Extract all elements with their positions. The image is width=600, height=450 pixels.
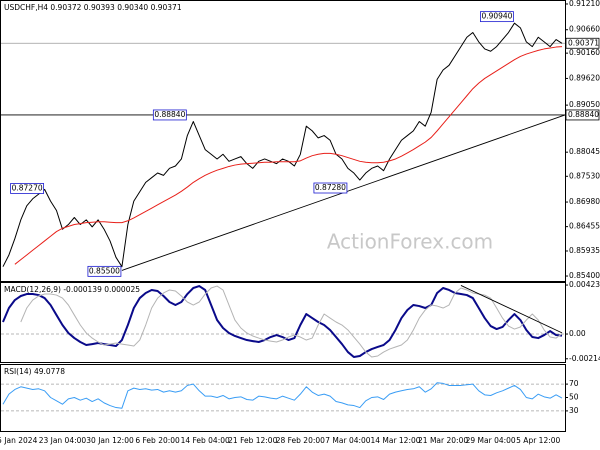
x-tick-label: 21 Feb 12:00 [228, 436, 277, 445]
y-tick-label: 0.86455 [569, 222, 600, 231]
annotation-label: 0.90940 [481, 12, 512, 21]
annotation-box [480, 11, 514, 23]
x-tick-label: 14 Mar 12:00 [370, 436, 420, 445]
y-tick-label: 0.90160 [569, 48, 600, 57]
panel-title: RSI(14) 49.0778 [4, 367, 65, 376]
panel-frame [0, 282, 566, 363]
price-tag [565, 37, 600, 49]
x-tick-label: 30 Jan 12:00 [86, 436, 134, 445]
y-tick-label: 0.86980 [569, 197, 600, 206]
annotation-box [152, 109, 187, 121]
y-tick-label: 0.004237 [569, 280, 600, 289]
annotation-label: 0.87280 [315, 183, 346, 192]
y-tick-label: -0.002142 [569, 354, 600, 363]
series-line [14, 46, 563, 265]
price-tag [565, 109, 600, 121]
x-tick-label: 21 Mar 20:00 [418, 436, 468, 445]
y-tick-label: 0.00 [569, 329, 586, 338]
annotation-box [313, 182, 348, 194]
annotation-label: 0.85500 [89, 266, 120, 275]
annotation-box [87, 265, 122, 277]
series-line [20, 285, 563, 358]
x-tick-label: 14 Feb 04:00 [181, 436, 230, 445]
panel-title: MACD(12,26,9) -0.000139 0.000025 [4, 285, 140, 294]
panel-title: USDCHF,H4 0.90372 0.90393 0.90340 0.9037… [4, 3, 182, 12]
y-tick-label: 30 [569, 406, 579, 415]
y-tick-label: 50 [569, 393, 579, 402]
y-tick-label: 0.90660 [569, 25, 600, 34]
y-tick-label: 0.87530 [569, 171, 600, 180]
annotation-box [10, 183, 45, 194]
annotation-label: 0.88840 [154, 110, 185, 119]
x-tick-label: 28 Feb 20:00 [276, 436, 325, 445]
x-tick-label: 15 Jan 2024 [0, 436, 38, 445]
x-tick-label: 6 Feb 20:00 [135, 436, 180, 445]
y-tick-label: 0.85935 [569, 246, 600, 255]
y-tick-label: 0.89620 [569, 73, 600, 82]
x-tick-label: 5 Apr 12:00 [516, 436, 560, 445]
x-tick-label: 29 Mar 04:00 [466, 436, 516, 445]
y-tick-label: 0.85400 [569, 271, 600, 280]
watermark: ActionForex.com [327, 230, 493, 254]
series-line [2, 382, 563, 409]
price-tag-label: 0.88840 [568, 110, 599, 119]
x-tick-label: 7 Mar 04:00 [325, 436, 371, 445]
price-tag-label: 0.90371 [568, 38, 599, 47]
y-tick-label: 0.91210 [569, 0, 600, 8]
y-tick-label: 0.89050 [569, 100, 600, 109]
panel-frame [0, 0, 566, 282]
y-tick-label: 0.88045 [569, 147, 600, 156]
series-line [2, 285, 563, 359]
y-tick-label: 70 [569, 379, 579, 388]
x-tick-label: 23 Jan 04:00 [39, 436, 87, 445]
annotation-label: 0.87270 [12, 183, 43, 192]
trend-line [460, 285, 563, 334]
